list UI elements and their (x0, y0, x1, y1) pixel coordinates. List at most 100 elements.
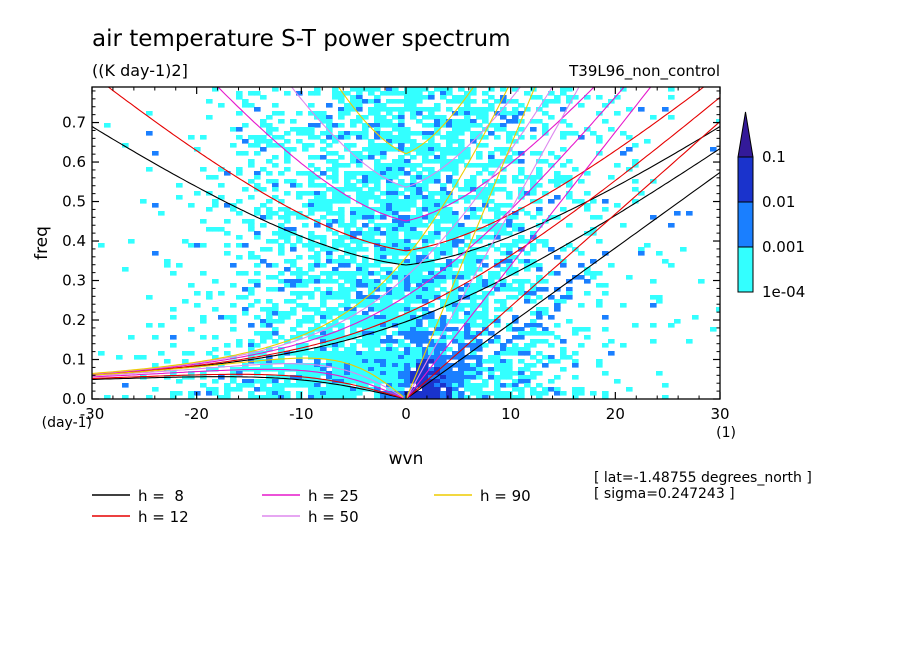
spectrum-cell (434, 179, 441, 184)
spectrum-cell (434, 387, 441, 392)
spectrum-cell (272, 375, 279, 380)
spectrum-cell (272, 155, 279, 160)
spectrum-cell (620, 131, 627, 136)
spectrum-cell (476, 151, 483, 156)
spectrum-cell (470, 283, 477, 288)
spectrum-cell (338, 311, 345, 316)
spectrum-cell (392, 239, 399, 244)
spectrum-cell (254, 211, 261, 216)
spectrum-cell (572, 199, 579, 204)
spectrum-cell (440, 343, 447, 348)
spectrum-cell (290, 351, 297, 356)
spectrum-cell (380, 255, 387, 260)
spectrum-cell (170, 395, 177, 399)
rossby-wave-curve (92, 368, 404, 399)
spectrum-cell (458, 359, 465, 364)
spectrum-cell (416, 395, 423, 399)
spectrum-cell (350, 327, 357, 332)
spectrum-cell (530, 259, 537, 264)
spectrum-cell (224, 391, 231, 396)
spectrum-cell (356, 95, 363, 100)
spectrum-cell (236, 243, 243, 248)
spectrum-cell (416, 211, 423, 216)
spectrum-cell (536, 107, 543, 112)
spectrum-cell (266, 315, 273, 320)
spectrum-cell (398, 243, 405, 248)
spectrum-cell (338, 219, 345, 224)
spectrum-cell (350, 247, 357, 252)
spectrum-cell (380, 267, 387, 272)
spectrum-cell (356, 331, 363, 336)
spectrum-cell (452, 275, 459, 280)
spectrum-cell (290, 283, 297, 288)
spectrum-cell (320, 295, 327, 300)
spectrum-cell (518, 327, 525, 332)
spectrum-cell (302, 271, 309, 276)
spectrum-cell (278, 111, 285, 116)
spectrum-cell (398, 111, 405, 116)
spectrum-cell (374, 123, 381, 128)
spectrum-cell (350, 123, 357, 128)
spectrum-cell (428, 95, 435, 100)
spectrum-cell (260, 323, 267, 328)
spectrum-cell (464, 107, 471, 112)
spectrum-cell (500, 211, 507, 216)
spectrum-cell (386, 275, 393, 280)
spectrum-cell (362, 275, 369, 280)
spectrum-cell (506, 159, 513, 164)
spectrum-cell (494, 179, 501, 184)
spectrum-cell (440, 151, 447, 156)
spectrum-cell (464, 215, 471, 220)
spectrum-cell (494, 135, 501, 140)
spectrum-cell (422, 183, 429, 188)
spectrum-cell (188, 395, 195, 399)
spectrum-cell (374, 231, 381, 236)
spectrum-cell (464, 195, 471, 200)
spectrum-cell (368, 355, 375, 360)
spectrum-cell (266, 319, 273, 324)
spectrum-cell (494, 203, 501, 208)
spectrum-cell (416, 255, 423, 260)
spectrum-cell (452, 179, 459, 184)
spectrum-cell (530, 135, 537, 140)
spectrum-cell (392, 211, 399, 216)
spectrum-cell (296, 171, 303, 176)
spectrum-cell (572, 375, 579, 380)
spectrum-cell (386, 111, 393, 116)
spectrum-cell (458, 271, 465, 276)
spectrum-cell (434, 319, 441, 324)
spectrum-cell (404, 287, 411, 292)
spectrum-cell (386, 163, 393, 168)
spectrum-cell (404, 271, 411, 276)
spectrum-cell (494, 271, 501, 276)
spectrum-cell (542, 103, 549, 108)
spectrum-cell (152, 363, 159, 368)
spectrum-cell (476, 187, 483, 192)
spectrum-cell (272, 263, 279, 268)
spectrum-cell (440, 375, 447, 380)
spectrum-cell (218, 227, 225, 232)
spectrum-cell (320, 335, 327, 340)
spectrum-cell (560, 351, 567, 356)
spectrum-cell (308, 247, 315, 252)
spectrum-cell (542, 391, 549, 396)
spectrum-cell (260, 363, 267, 368)
spectrum-cell (278, 391, 285, 396)
spectrum-cell (356, 155, 363, 160)
spectrum-cell (554, 299, 561, 304)
spectrum-cell (308, 91, 315, 96)
spectrum-cell (368, 155, 375, 160)
spectrum-cell (362, 211, 369, 216)
spectrum-cell (230, 319, 237, 324)
spectrum-cell (404, 219, 411, 224)
spectrum-cell (482, 191, 489, 196)
spectrum-cell (500, 99, 507, 104)
spectrum-cell (398, 375, 405, 380)
spectrum-cell (356, 383, 363, 388)
spectrum-cell (416, 195, 423, 200)
spectrum-cell (476, 367, 483, 372)
spectrum-cell (494, 367, 501, 372)
spectrum-cell (554, 95, 561, 100)
spectrum-cell (224, 243, 231, 248)
spectrum-cell (578, 199, 585, 204)
